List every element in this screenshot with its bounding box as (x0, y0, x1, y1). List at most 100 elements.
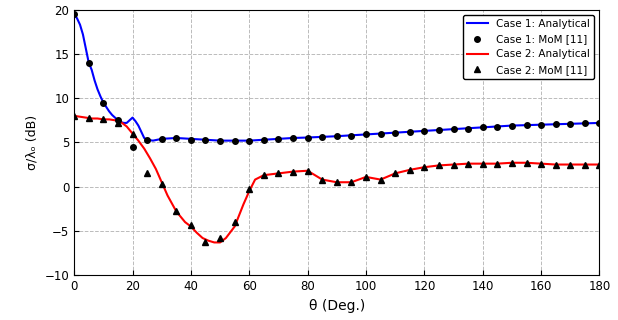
Case 2: Analytical: (180, 2.5): Analytical: (180, 2.5) (596, 163, 603, 166)
Case 1: Analytical: (35, 5.5): Analytical: (35, 5.5) (172, 136, 180, 140)
Case 2: MoM [11]: (155, 2.7): MoM [11]: (155, 2.7) (523, 161, 530, 165)
Case 1: Analytical: (55, 5.2): Analytical: (55, 5.2) (231, 139, 239, 142)
Case 1: Analytical: (3, 17.2): Analytical: (3, 17.2) (79, 32, 87, 36)
Case 1: MoM [11]: (10, 9.5): MoM [11]: (10, 9.5) (99, 100, 107, 104)
Case 1: MoM [11]: (165, 7.05): MoM [11]: (165, 7.05) (552, 122, 559, 126)
Case 2: MoM [11]: (90, 0.5): MoM [11]: (90, 0.5) (333, 180, 341, 184)
Case 1: MoM [11]: (145, 6.75): MoM [11]: (145, 6.75) (494, 125, 501, 129)
Case 1: MoM [11]: (155, 6.95): MoM [11]: (155, 6.95) (523, 123, 530, 127)
Case 1: Analytical: (24, 5.5): Analytical: (24, 5.5) (140, 136, 148, 140)
Case 1: Analytical: (21, 7.4): Analytical: (21, 7.4) (132, 119, 139, 123)
Case 1: Analytical: (100, 5.9): Analytical: (100, 5.9) (362, 132, 370, 136)
Case 1: Analytical: (17, 7.2): Analytical: (17, 7.2) (120, 121, 127, 125)
Case 1: MoM [11]: (100, 5.9): MoM [11]: (100, 5.9) (362, 132, 370, 136)
Line: Case 2: MoM [11]: Case 2: MoM [11] (72, 113, 602, 245)
Case 1: Analytical: (20, 7.8): Analytical: (20, 7.8) (129, 116, 136, 120)
Case 1: MoM [11]: (180, 7.2): MoM [11]: (180, 7.2) (596, 121, 603, 125)
Case 1: Analytical: (140, 6.7): Analytical: (140, 6.7) (479, 125, 486, 129)
Case 2: MoM [11]: (105, 0.8): MoM [11]: (105, 0.8) (377, 178, 384, 181)
Case 2: MoM [11]: (120, 2.2): MoM [11]: (120, 2.2) (421, 165, 428, 169)
Case 1: Analytical: (0, 19.5): Analytical: (0, 19.5) (70, 12, 78, 16)
Case 1: Analytical: (65, 5.3): Analytical: (65, 5.3) (260, 138, 268, 142)
Case 1: Analytical: (130, 6.5): Analytical: (130, 6.5) (450, 127, 457, 131)
Case 2: MoM [11]: (0, 8): MoM [11]: (0, 8) (70, 114, 78, 118)
Case 1: MoM [11]: (35, 5.5): MoM [11]: (35, 5.5) (172, 136, 180, 140)
Case 2: MoM [11]: (170, 2.5): MoM [11]: (170, 2.5) (567, 163, 574, 166)
Case 1: MoM [11]: (80, 5.55): MoM [11]: (80, 5.55) (304, 136, 311, 140)
Case 2: MoM [11]: (55, -4): MoM [11]: (55, -4) (231, 220, 239, 224)
Case 1: MoM [11]: (40, 5.3): MoM [11]: (40, 5.3) (187, 138, 195, 142)
Case 1: Analytical: (27, 5.2): Analytical: (27, 5.2) (150, 139, 157, 142)
Case 2: MoM [11]: (160, 2.6): MoM [11]: (160, 2.6) (538, 162, 545, 165)
Case 1: Analytical: (9, 10.2): Analytical: (9, 10.2) (96, 94, 104, 98)
Case 1: Analytical: (6, 13.2): Analytical: (6, 13.2) (88, 68, 95, 72)
Case 2: MoM [11]: (5, 7.7): MoM [11]: (5, 7.7) (85, 116, 93, 120)
Case 1: MoM [11]: (95, 5.75): MoM [11]: (95, 5.75) (348, 134, 355, 138)
Case 1: Analytical: (5, 14): Analytical: (5, 14) (85, 61, 93, 65)
Case 1: Analytical: (80, 5.55): Analytical: (80, 5.55) (304, 136, 311, 140)
Case 1: MoM [11]: (70, 5.4): MoM [11]: (70, 5.4) (275, 137, 282, 141)
Case 2: MoM [11]: (65, 1.3): MoM [11]: (65, 1.3) (260, 173, 268, 177)
Case 1: Analytical: (4, 15.6): Analytical: (4, 15.6) (82, 47, 90, 51)
Case 1: Analytical: (70, 5.4): Analytical: (70, 5.4) (275, 137, 282, 141)
Case 2: Analytical: (65, 1.3): Analytical: (65, 1.3) (260, 173, 268, 177)
Case 2: MoM [11]: (140, 2.6): MoM [11]: (140, 2.6) (479, 162, 486, 165)
Case 1: MoM [11]: (20, 4.5): MoM [11]: (20, 4.5) (129, 145, 136, 149)
Case 2: MoM [11]: (35, -2.8): MoM [11]: (35, -2.8) (172, 210, 180, 213)
Case 1: MoM [11]: (5, 14): MoM [11]: (5, 14) (85, 61, 93, 65)
Line: Case 1: MoM [11]: Case 1: MoM [11] (72, 11, 602, 150)
Case 1: Analytical: (14, 7.8): Analytical: (14, 7.8) (111, 116, 119, 120)
Case 1: MoM [11]: (25, 5.3): MoM [11]: (25, 5.3) (143, 138, 151, 142)
Line: Case 1: Analytical: Case 1: Analytical (74, 14, 599, 140)
Case 2: Analytical: (18, 6.8): Analytical: (18, 6.8) (123, 124, 130, 128)
Case 2: MoM [11]: (70, 1.5): MoM [11]: (70, 1.5) (275, 172, 282, 175)
Case 1: Analytical: (170, 7.1): Analytical: (170, 7.1) (567, 122, 574, 126)
Case 1: Analytical: (22, 6.9): Analytical: (22, 6.9) (135, 124, 142, 127)
Legend: Case 1: Analytical, Case 1: MoM [11], Case 2: Analytical, Case 2: MoM [11]: Case 1: Analytical, Case 1: MoM [11], Ca… (463, 15, 595, 79)
Case 1: MoM [11]: (135, 6.55): MoM [11]: (135, 6.55) (465, 127, 472, 131)
Case 1: Analytical: (12, 8.5): Analytical: (12, 8.5) (106, 109, 113, 113)
Case 1: Analytical: (150, 6.9): Analytical: (150, 6.9) (508, 124, 515, 127)
Case 2: Analytical: (48, -6.3): Analytical: (48, -6.3) (211, 241, 218, 244)
Case 2: MoM [11]: (60, -0.3): MoM [11]: (60, -0.3) (245, 188, 253, 191)
Case 1: Analytical: (18, 7.2): Analytical: (18, 7.2) (123, 121, 130, 125)
Case 1: MoM [11]: (75, 5.5): MoM [11]: (75, 5.5) (289, 136, 297, 140)
Case 2: MoM [11]: (10, 7.6): MoM [11]: (10, 7.6) (99, 117, 107, 121)
Case 2: Analytical: (42, -5.2): Analytical: (42, -5.2) (193, 231, 200, 235)
Case 1: MoM [11]: (140, 6.7): MoM [11]: (140, 6.7) (479, 125, 486, 129)
Case 1: Analytical: (11, 9): Analytical: (11, 9) (103, 105, 110, 109)
Case 2: MoM [11]: (125, 2.4): MoM [11]: (125, 2.4) (435, 164, 442, 167)
Case 2: MoM [11]: (135, 2.6): MoM [11]: (135, 2.6) (465, 162, 472, 165)
Case 2: MoM [11]: (95, 0.5): MoM [11]: (95, 0.5) (348, 180, 355, 184)
Case 1: Analytical: (13, 8.1): Analytical: (13, 8.1) (108, 113, 116, 117)
Case 1: MoM [11]: (115, 6.15): MoM [11]: (115, 6.15) (406, 130, 413, 134)
Case 1: Analytical: (40, 5.4): Analytical: (40, 5.4) (187, 137, 195, 141)
Case 2: MoM [11]: (100, 1.1): MoM [11]: (100, 1.1) (362, 175, 370, 179)
Case 2: MoM [11]: (180, 2.5): MoM [11]: (180, 2.5) (596, 163, 603, 166)
Case 1: Analytical: (120, 6.3): Analytical: (120, 6.3) (421, 129, 428, 133)
Case 1: MoM [11]: (30, 5.4): MoM [11]: (30, 5.4) (158, 137, 166, 141)
Case 2: MoM [11]: (130, 2.5): MoM [11]: (130, 2.5) (450, 163, 457, 166)
Case 2: MoM [11]: (15, 7.2): MoM [11]: (15, 7.2) (114, 121, 122, 125)
Case 1: Analytical: (10, 9.5): Analytical: (10, 9.5) (99, 100, 107, 104)
Case 2: MoM [11]: (75, 1.7): MoM [11]: (75, 1.7) (289, 170, 297, 173)
Case 1: Analytical: (16, 7.3): Analytical: (16, 7.3) (117, 120, 125, 124)
Case 2: MoM [11]: (110, 1.5): MoM [11]: (110, 1.5) (391, 172, 399, 175)
Case 1: Analytical: (30, 5.4): Analytical: (30, 5.4) (158, 137, 166, 141)
Case 1: MoM [11]: (130, 6.5): MoM [11]: (130, 6.5) (450, 127, 457, 131)
Case 1: Analytical: (25, 5.3): Analytical: (25, 5.3) (143, 138, 151, 142)
Case 2: Analytical: (80, 1.8): Analytical: (80, 1.8) (304, 169, 311, 173)
Case 2: Analytical: (100, 1.1): Analytical: (100, 1.1) (362, 175, 370, 179)
Case 1: Analytical: (15, 7.5): Analytical: (15, 7.5) (114, 118, 122, 122)
Case 2: Analytical: (0, 8): Analytical: (0, 8) (70, 114, 78, 118)
Case 1: MoM [11]: (125, 6.35): MoM [11]: (125, 6.35) (435, 129, 442, 132)
X-axis label: θ (Deg.): θ (Deg.) (308, 299, 365, 313)
Case 2: MoM [11]: (165, 2.5): MoM [11]: (165, 2.5) (552, 163, 559, 166)
Case 1: MoM [11]: (105, 5.95): MoM [11]: (105, 5.95) (377, 132, 384, 136)
Case 1: MoM [11]: (90, 5.7): MoM [11]: (90, 5.7) (333, 134, 341, 138)
Case 1: MoM [11]: (120, 6.3): MoM [11]: (120, 6.3) (421, 129, 428, 133)
Case 1: Analytical: (90, 5.7): Analytical: (90, 5.7) (333, 134, 341, 138)
Case 2: MoM [11]: (50, -5.8): MoM [11]: (50, -5.8) (216, 236, 224, 240)
Case 1: MoM [11]: (170, 7.1): MoM [11]: (170, 7.1) (567, 122, 574, 126)
Case 2: MoM [11]: (175, 2.5): MoM [11]: (175, 2.5) (581, 163, 588, 166)
